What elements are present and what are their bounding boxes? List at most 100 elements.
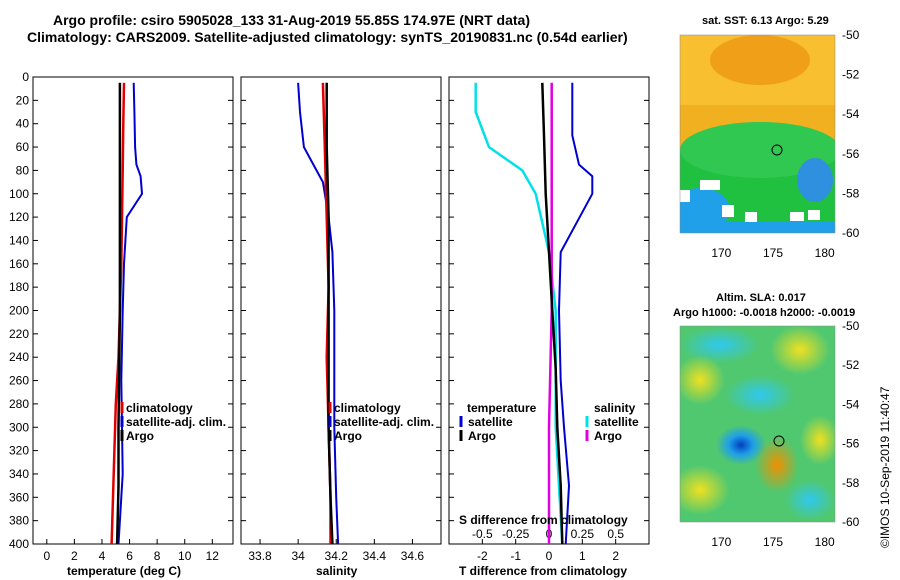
legend-label-argo: Argo: [334, 429, 362, 443]
y-tick-label: 360: [9, 490, 29, 504]
sla-yellow-patch-3: [800, 415, 835, 465]
sla-low-anomaly: [716, 425, 766, 465]
y-tick-label: 380: [9, 514, 29, 528]
x-tick-label: 34.4: [363, 549, 387, 563]
sst-cloud-gap-5: [808, 210, 820, 220]
sdiff-tick-label: -0.5: [472, 527, 493, 541]
sst-cold-patch-east: [797, 158, 833, 202]
y-tick-label: 220: [9, 327, 29, 341]
x-tick-label: 0: [43, 549, 50, 563]
sla-yellow-patch-2: [680, 355, 725, 405]
y-tick-label: 280: [9, 397, 29, 411]
x-tick-label: 0: [546, 549, 553, 563]
x-tick-label: 10: [178, 549, 192, 563]
sdiff-tick-label: 0.25: [571, 527, 595, 541]
legend-label-satellite: satellite-adj. clim.: [334, 415, 434, 429]
map-x-tick-label: 180: [815, 246, 835, 260]
legend-label-climatology: climatology: [126, 401, 193, 415]
y-tick-label: 140: [9, 233, 29, 247]
x-tick-label: 2: [612, 549, 619, 563]
map-x-tick-label: 180: [815, 535, 835, 549]
x-tick-label: 4: [99, 549, 106, 563]
legend-title-salinity: salinity: [594, 401, 636, 415]
title-line-2: Climatology: CARS2009. Satellite-adjuste…: [27, 29, 628, 45]
y-tick-label: 260: [9, 374, 29, 388]
map-x-tick-label: 170: [711, 535, 731, 549]
map-y-tick-label: -52: [842, 358, 860, 372]
salinity-legend: climatology satellite-adj. clim. Argo: [328, 401, 434, 443]
map-y-tick-label: -60: [842, 515, 860, 529]
map-y-tick-label: -50: [842, 319, 860, 333]
y-tick-label: 60: [16, 140, 30, 154]
y-tick-label: 100: [9, 187, 29, 201]
legend-label-t-satellite: satellite: [468, 415, 513, 429]
temperature-xlabel: temperature (deg C): [67, 564, 181, 578]
salinity-panel-frame: [240, 76, 442, 545]
legend-title-temperature: temperature: [467, 401, 537, 415]
x-tick-label: 1: [579, 549, 586, 563]
y-tick-label: 80: [16, 163, 30, 177]
y-tick-label: 320: [9, 444, 29, 458]
map-y-tick-label: -58: [842, 186, 860, 200]
x-tick-label: 34.2: [325, 549, 349, 563]
x-tick-label: 34: [291, 549, 305, 563]
x-tick-label: 6: [126, 549, 133, 563]
sdiff-tick-label: -0.25: [502, 527, 530, 541]
map-y-tick-label: -60: [842, 226, 860, 240]
sst-cloud-gap-1: [700, 180, 720, 190]
x-tick-label: 2: [71, 549, 78, 563]
sst-cold-patch-west: [680, 188, 730, 232]
y-tick-label: 40: [16, 117, 30, 131]
sla-yellow-patch-1: [770, 326, 830, 375]
y-tick-label: 300: [9, 420, 29, 434]
map-x-tick-label: 175: [763, 535, 783, 549]
x-tick-label: -2: [477, 549, 488, 563]
legend-label-s-satellite: satellite: [594, 415, 639, 429]
difference-legend-salinity: salinity satellite Argo: [585, 401, 639, 443]
series-line-t-satellite: [557, 82, 594, 545]
y-tick-label: 20: [16, 93, 30, 107]
map-y-tick-label: -54: [842, 107, 860, 121]
title-line-1: Argo profile: csiro 5905028_133 31-Aug-2…: [53, 12, 530, 28]
map-x-tick-label: 175: [763, 246, 783, 260]
sla-yellow-patch-4: [680, 465, 730, 515]
credit-text: ©IMOS 10-Sep-2019 11:40:47: [878, 386, 892, 548]
sla-map-subtitle: Argo h1000: -0.0018 h2000: -0.0019: [673, 307, 855, 319]
sst-warm-patch: [710, 35, 810, 85]
map-y-tick-label: -52: [842, 68, 860, 82]
map-y-tick-label: -56: [842, 147, 860, 161]
x-tick-label: 8: [154, 549, 161, 563]
sst-southern-edge: [680, 222, 835, 233]
temperature-legend: climatology satellite-adj. clim. Argo: [120, 401, 226, 443]
y-tick-label: 240: [9, 350, 29, 364]
map-y-tick-label: -54: [842, 397, 860, 411]
sla-cyan-patch-3: [785, 480, 835, 520]
sst-cloud-gap-3: [745, 212, 757, 222]
y-tick-label: 120: [9, 210, 29, 224]
series-line-t-argo: [541, 82, 564, 545]
sst-argo-position-marker: [771, 144, 783, 156]
y-tick-label: 160: [9, 257, 29, 271]
series-line-argo: [115, 82, 122, 545]
difference-legend-temperature: temperature satellite Argo: [459, 401, 537, 443]
sla-cyan-patch-2: [725, 375, 795, 415]
x-tick-label: -1: [510, 549, 521, 563]
x-tick-label: 33.8: [248, 549, 272, 563]
sst-cloud-gap-6: [680, 190, 690, 202]
sst-front: [680, 122, 835, 178]
y-tick-label: 400: [9, 537, 29, 551]
y-tick-label: 0: [22, 70, 29, 84]
sla-map: [679, 325, 836, 523]
x-tick-label: 12: [206, 549, 220, 563]
y-tick-label: 180: [9, 280, 29, 294]
sdiff-xlabel: S difference from climatology: [459, 513, 628, 527]
legend-label-argo: Argo: [126, 429, 154, 443]
sla-high-anomaly: [755, 437, 799, 493]
series-line-satellite-adj-clim-: [117, 82, 144, 545]
temperature-panel-frame: [32, 76, 234, 545]
tdiff-xlabel: T difference from climatology: [459, 564, 627, 578]
map-y-tick-label: -58: [842, 476, 860, 490]
salinity-xlabel: salinity: [316, 564, 358, 578]
legend-label-t-argo: Argo: [468, 429, 496, 443]
